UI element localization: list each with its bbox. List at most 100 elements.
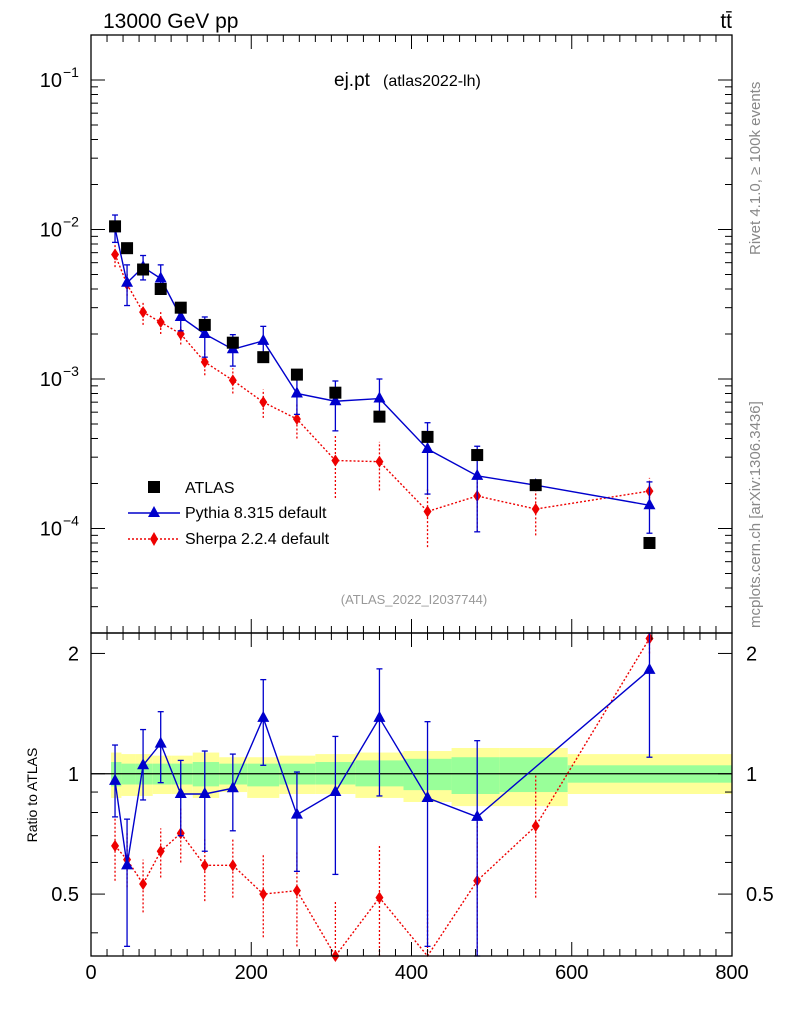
main-pythia-marker-triangle	[329, 394, 342, 406]
ratio-y-tick-label-right: 1	[746, 764, 757, 786]
main-sherpa-marker-diamond	[228, 374, 237, 387]
ratio-pythia-marker-triangle	[373, 710, 386, 722]
ratio-band-inner	[247, 763, 280, 787]
main-pythia-marker-triangle	[643, 498, 656, 510]
ratio-y-tick-label-right: 0.5	[746, 884, 774, 906]
main-atlas-marker-square	[471, 449, 484, 462]
side-label-rivet: Rivet 4.1.0, ≥ 100k events	[747, 82, 764, 255]
ratio-pythia-marker-triangle	[226, 781, 239, 793]
main-pythia-marker-triangle	[174, 309, 187, 321]
main-sherpa-marker-diamond	[156, 316, 165, 329]
ratio-pythia-marker-triangle	[471, 809, 484, 821]
main-atlas-marker-square	[109, 220, 122, 233]
main-sherpa-marker-diamond	[375, 455, 384, 468]
ratio-pythia-marker-triangle	[109, 773, 122, 785]
main-y-tick-exponent: −1	[63, 64, 79, 80]
ratio-sherpa-marker-diamond	[156, 845, 165, 858]
main-pythia-marker-triangle	[373, 391, 386, 403]
legend-atlas-label: ATLAS	[185, 480, 235, 497]
main-atlas-marker-square	[121, 242, 134, 255]
analysis-label: (ATLAS_2022_I2037744)	[341, 592, 487, 607]
main-sherpa-marker-diamond	[531, 503, 540, 516]
ratio-sherpa-marker-diamond	[228, 859, 237, 872]
legend-pythia-label: Pythia 8.315 default	[185, 505, 327, 522]
main-y-tick-label: 10	[40, 519, 62, 541]
main-atlas-marker-square	[137, 263, 150, 276]
main-atlas-marker-square	[373, 410, 386, 423]
ratio-sherpa-marker-diamond	[292, 884, 301, 897]
ratio-sherpa-marker-diamond	[531, 820, 540, 833]
main-sherpa-marker-diamond	[200, 355, 209, 368]
main-atlas-marker-square	[643, 536, 656, 549]
legend-sherpa-marker	[150, 532, 158, 546]
legend-entry-pythia: Pythia 8.315 default	[128, 505, 327, 522]
main-atlas-marker-square	[257, 351, 270, 364]
ratio-band-inner	[499, 757, 568, 793]
main-y-tick-exponent: −4	[63, 513, 79, 529]
legend-pythia-marker	[148, 506, 160, 517]
ratio-pythia-marker-triangle	[643, 662, 656, 674]
main-atlas-marker-square	[529, 479, 542, 492]
main-pythia-marker-triangle	[154, 271, 167, 283]
main-pythia-marker-triangle	[290, 386, 303, 398]
ratio-x-tick-label: 200	[235, 962, 268, 984]
main-y-tick-exponent: −3	[63, 363, 79, 379]
side-label-mcplots: mcplots.cern.ch [arXiv:1306.3436]	[747, 401, 764, 628]
ratio-y-tick-label-right: 2	[746, 643, 757, 665]
legend-sherpa-label: Sherpa 2.2.4 default	[185, 531, 330, 548]
legend-entry-sherpa: Sherpa 2.2.4 default	[128, 531, 330, 548]
ratio-y-tick-label-left: 2	[68, 643, 79, 665]
main-series-layer	[109, 214, 656, 549]
main-y-tick-exponent: −2	[63, 214, 79, 230]
legend-atlas-marker	[148, 481, 160, 493]
main-subtitle-text: (atlas2022-lh)	[383, 73, 481, 90]
ratio-band-inner	[451, 757, 500, 794]
main-y-tick-label: 10	[40, 369, 62, 391]
main-sherpa-marker-diamond	[423, 505, 432, 518]
main-pythia-marker-triangle	[421, 442, 434, 454]
header-process-label: tt̄	[720, 10, 732, 33]
ratio-pythia-marker-triangle	[421, 790, 434, 802]
main-atlas-marker-square	[198, 318, 211, 331]
ratio-sherpa-marker-diamond	[139, 877, 148, 890]
ratio-series-layer	[109, 632, 656, 962]
legend-entry-atlas: ATLAS	[148, 480, 235, 497]
ratio-y-tick-label-left: 0.5	[51, 884, 79, 906]
main-atlas-marker-square	[290, 368, 303, 381]
ratio-sherpa-marker-diamond	[200, 859, 209, 872]
main-y-tick-label: 10	[40, 70, 62, 92]
main-sherpa-marker-diamond	[292, 413, 301, 426]
ratio-pythia-marker-triangle	[198, 786, 211, 798]
main-atlas-marker-square	[329, 386, 342, 399]
ratio-x-tick-label: 400	[395, 962, 428, 984]
ratio-pythia-marker-triangle	[137, 758, 150, 770]
main-atlas-marker-square	[174, 301, 187, 314]
main-pythia-marker-triangle	[471, 468, 484, 480]
ratio-x-tick-label: 600	[555, 962, 588, 984]
header-energy-label: 13000 GeV pp	[103, 10, 238, 33]
ratio-x-tick-label: 0	[85, 962, 96, 984]
main-pythia-marker-triangle	[198, 327, 211, 338]
main-atlas-marker-square	[421, 430, 434, 443]
ratio-sherpa-marker-diamond	[375, 891, 384, 904]
main-sherpa-marker-diamond	[331, 454, 340, 467]
legend: ATLAS Pythia 8.315 default Sherpa 2.2.4 …	[128, 480, 330, 548]
main-title-text: ej.pt	[334, 70, 371, 91]
main-sherpa-series-line	[114, 254, 650, 513]
ratio-sherpa-marker-diamond	[111, 839, 120, 852]
ratio-pythia-marker-triangle	[154, 736, 167, 748]
main-pythia-marker-triangle	[121, 275, 134, 287]
ratio-pythia-marker-triangle	[257, 710, 270, 722]
ratio-ylabel: Ratio to ATLAS	[24, 748, 40, 843]
main-title: ej.pt (atlas2022-lh)	[334, 70, 481, 91]
ratio-pythia-marker-triangle	[121, 858, 134, 870]
ratio-pythia-series-line	[114, 669, 650, 866]
ratio-pythia-marker-triangle	[290, 807, 303, 819]
main-y-tick-label: 10	[40, 220, 62, 242]
ratio-x-tick-label: 800	[715, 962, 748, 984]
main-atlas-marker-square	[226, 336, 239, 349]
ratio-y-tick-label-left: 1	[68, 764, 79, 786]
ratio-pythia-marker-triangle	[329, 785, 342, 797]
main-atlas-marker-square	[154, 282, 167, 295]
